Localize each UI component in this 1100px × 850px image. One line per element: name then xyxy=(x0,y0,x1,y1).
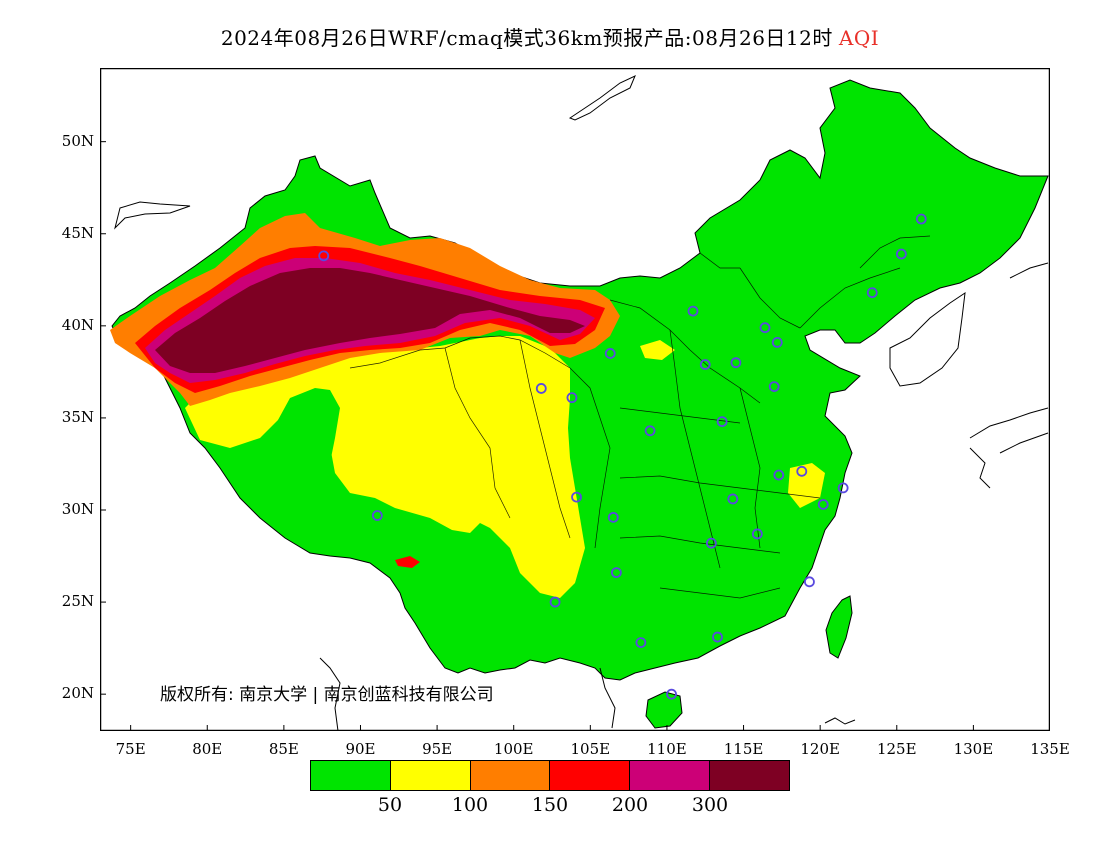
legend-label: 300 xyxy=(691,794,729,816)
lon-tick-label: 95E xyxy=(422,740,453,758)
map-frame-border xyxy=(100,68,1050,731)
legend-swatch xyxy=(470,761,551,790)
station-marker xyxy=(318,250,330,262)
station-marker xyxy=(687,305,699,317)
station-marker xyxy=(751,528,763,540)
lat-tick-label: 20N xyxy=(61,684,94,703)
lon-tick-label: 90E xyxy=(345,740,376,758)
station-marker xyxy=(607,511,619,523)
lon-tick-label: 85E xyxy=(268,740,299,758)
legend-swatch xyxy=(390,761,471,790)
legend-swatch xyxy=(550,761,631,790)
axis-ticks xyxy=(100,141,1050,731)
legend-label: 100 xyxy=(451,794,489,816)
china-landmass xyxy=(110,79,1049,729)
lon-tick-label: 105E xyxy=(570,740,611,758)
legend-swatch xyxy=(710,761,789,790)
taiwan-island xyxy=(825,595,853,659)
lon-tick-label: 110E xyxy=(647,740,687,758)
station-marker xyxy=(535,383,547,394)
title-text: 2024年08月26日WRF/cmaq模式36km预报产品:08月26日12时 xyxy=(220,26,833,50)
station-marker xyxy=(371,510,383,521)
aqi-region-hazardous xyxy=(155,268,585,373)
lat-tick-label: 50N xyxy=(61,131,94,150)
lat-tick-label: 45N xyxy=(61,223,94,242)
lon-tick-label: 100E xyxy=(493,740,534,758)
lat-tick-label: 25N xyxy=(61,592,94,611)
station-marker xyxy=(549,596,561,608)
legend-label: 200 xyxy=(611,794,649,816)
station-marker xyxy=(915,213,927,225)
legend-swatch xyxy=(630,761,711,790)
lat-tick-label: 35N xyxy=(61,407,94,426)
lon-tick-label: 125E xyxy=(876,740,917,758)
station-marker xyxy=(566,392,578,404)
station-marker xyxy=(610,567,622,579)
station-marker xyxy=(699,359,711,370)
monitoring-stations xyxy=(318,213,927,700)
station-marker xyxy=(837,482,849,494)
station-marker xyxy=(804,576,815,588)
lon-tick-label: 75E xyxy=(115,740,146,758)
lon-tick-label: 115E xyxy=(723,740,764,758)
lat-tick-label: 40N xyxy=(61,315,94,334)
legend-label: 150 xyxy=(531,794,569,816)
station-marker xyxy=(730,357,742,369)
station-marker xyxy=(817,499,829,510)
aqi-region-moderate xyxy=(185,336,585,598)
station-marker xyxy=(866,287,878,299)
station-marker xyxy=(773,469,785,481)
station-marker xyxy=(712,631,723,643)
province-borders xyxy=(349,235,931,599)
aqi-map xyxy=(100,68,1050,731)
station-marker xyxy=(644,425,656,437)
lon-tick-label: 80E xyxy=(192,740,223,758)
station-marker xyxy=(771,337,783,348)
lon-tick-label: 120E xyxy=(800,740,840,758)
station-marker xyxy=(705,537,717,549)
station-marker xyxy=(666,688,677,700)
aqi-color-legend xyxy=(310,760,790,791)
legend-swatch xyxy=(311,761,391,790)
station-marker xyxy=(796,465,808,477)
station-marker xyxy=(895,248,907,260)
station-marker xyxy=(635,637,647,648)
title-metric: AQI xyxy=(838,26,880,50)
legend-label: 50 xyxy=(377,794,403,816)
station-marker xyxy=(604,348,616,359)
station-marker xyxy=(768,381,780,393)
copyright-text: 版权所有: 南京大学 | 南京创蓝科技有限公司 xyxy=(160,685,494,705)
map-title: 2024年08月26日WRF/cmaq模式36km预报产品:08月26日12时 A… xyxy=(0,22,1100,51)
station-marker xyxy=(571,491,582,503)
station-marker xyxy=(727,493,739,505)
neighbor-coastlines xyxy=(114,75,1049,731)
station-marker xyxy=(759,322,771,334)
lon-tick-label: 130E xyxy=(953,740,994,758)
lat-tick-label: 30N xyxy=(61,500,94,518)
lon-tick-label: 135E xyxy=(1030,740,1070,758)
station-marker xyxy=(716,416,728,428)
